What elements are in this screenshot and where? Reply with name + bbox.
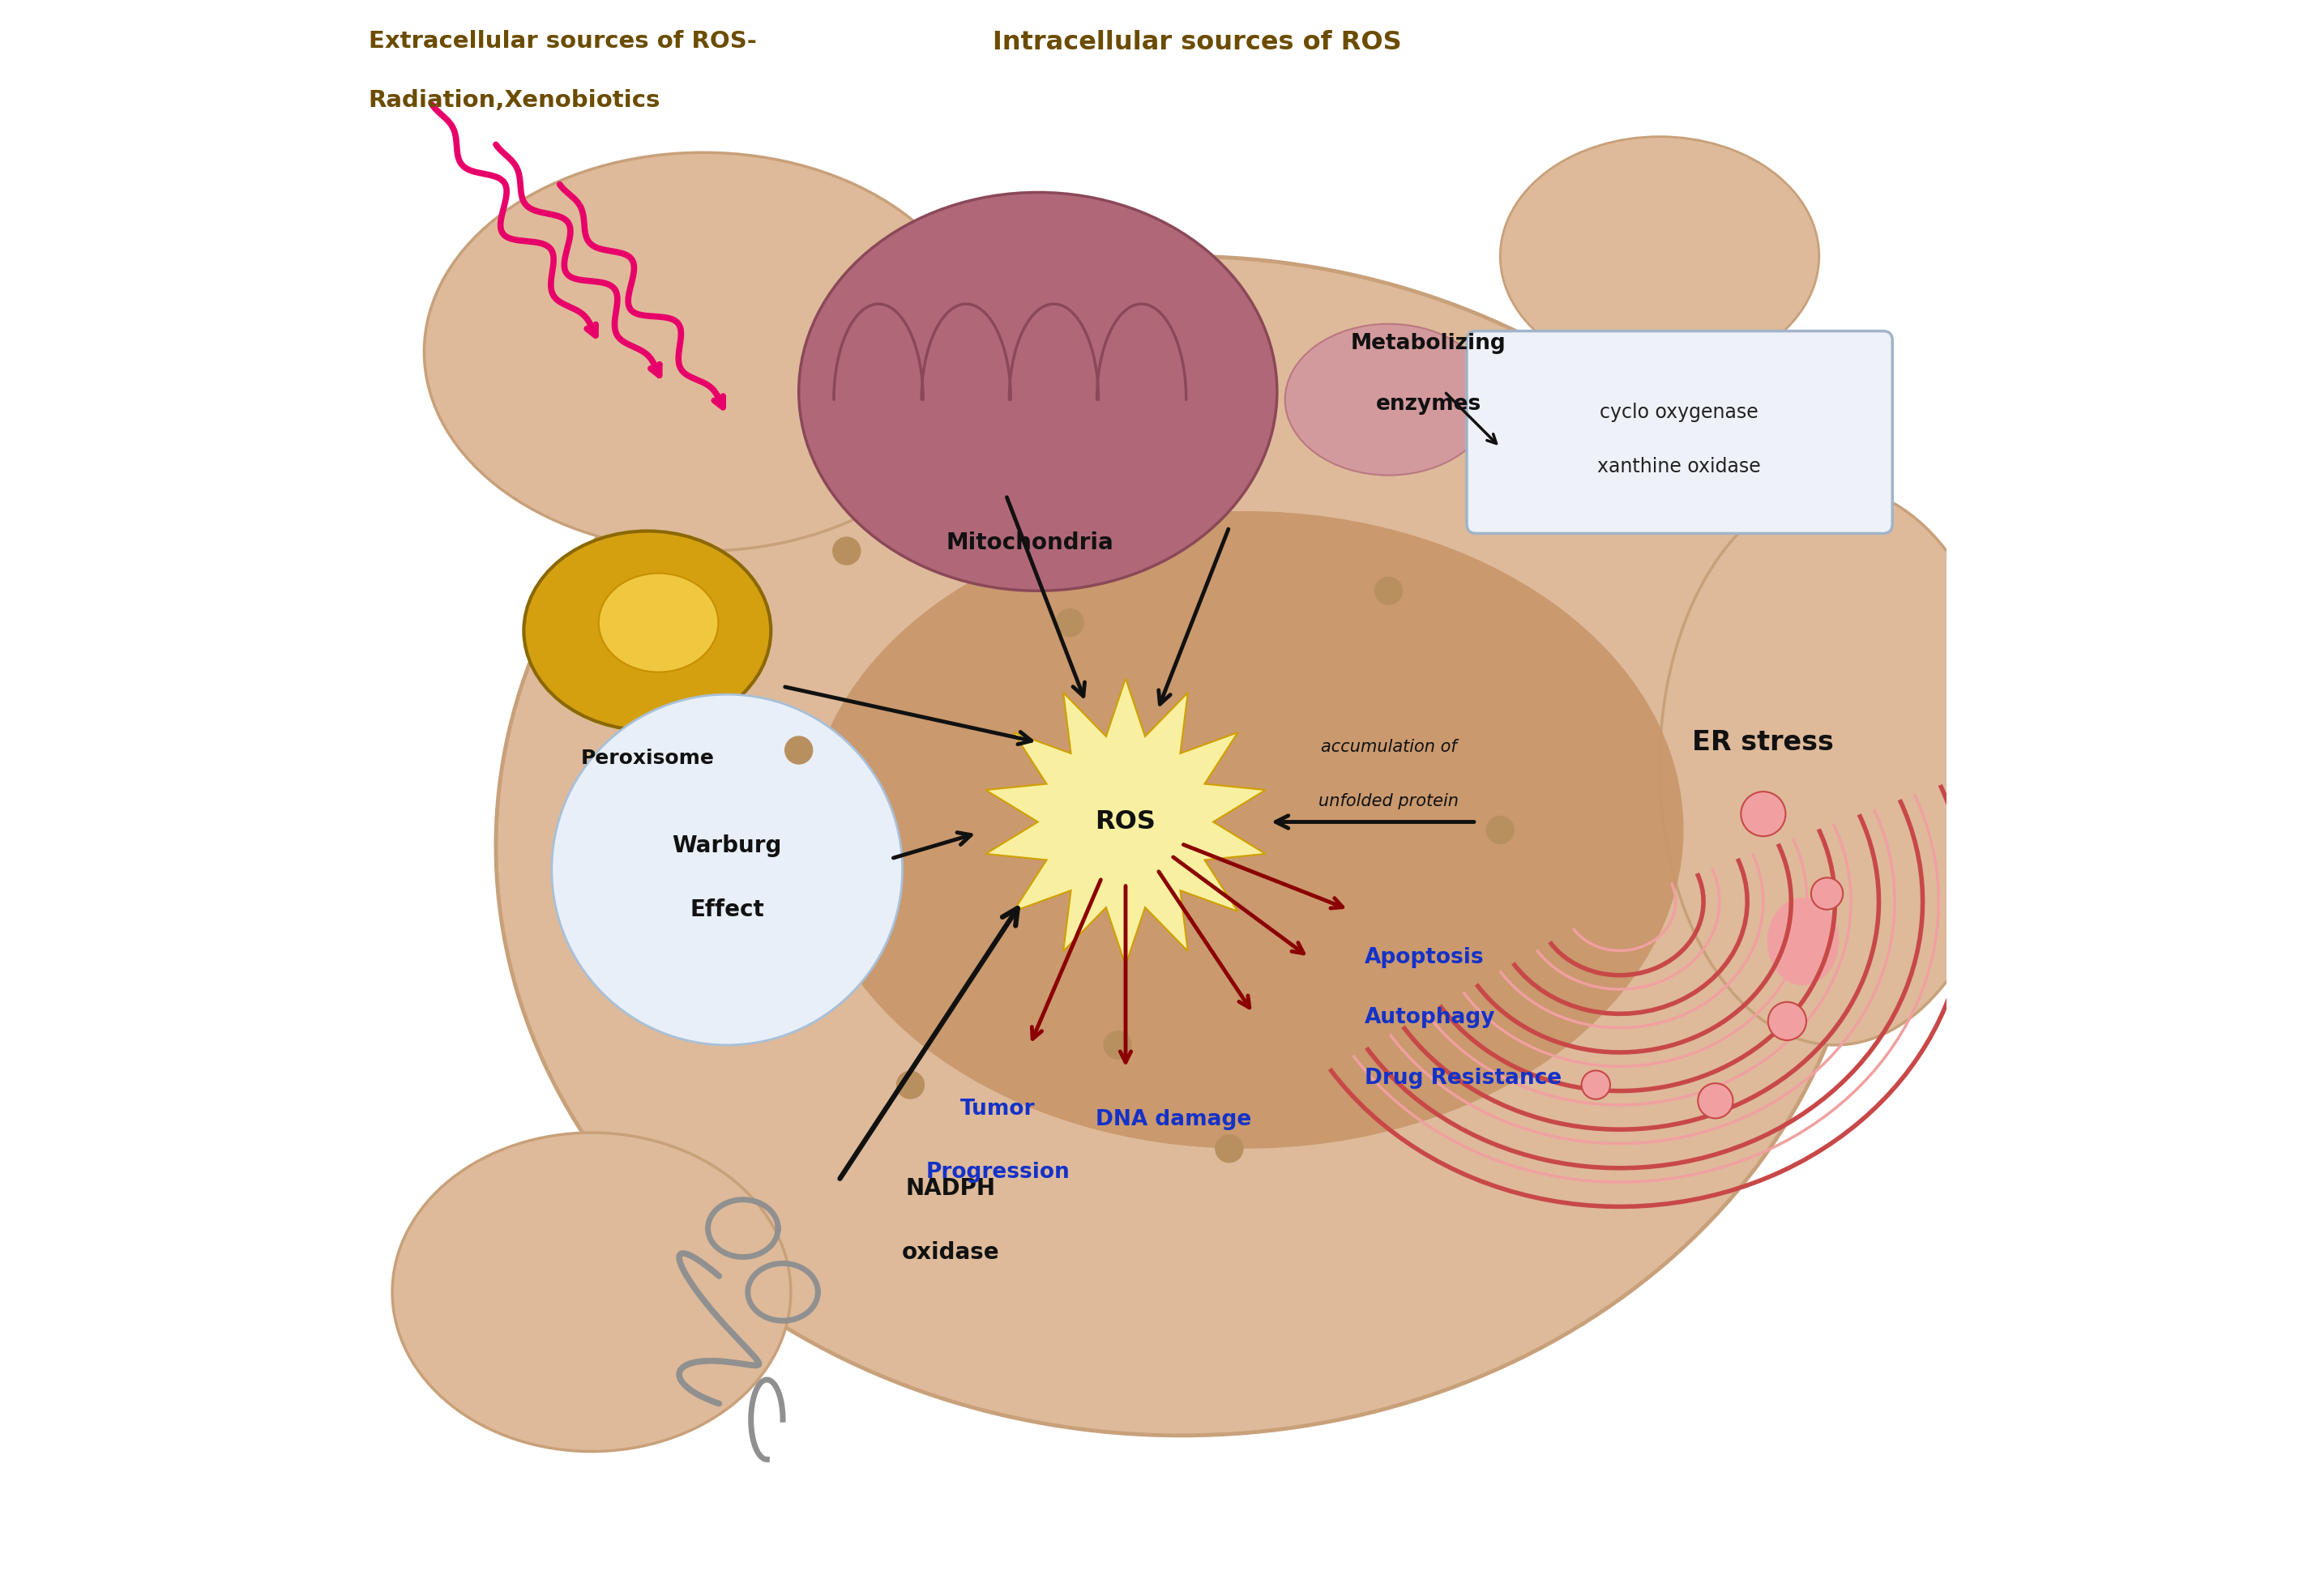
Circle shape	[1485, 816, 1515, 844]
Text: Effect: Effect	[690, 899, 763, 921]
Circle shape	[552, 694, 904, 1045]
Circle shape	[1699, 1084, 1733, 1119]
Circle shape	[832, 536, 860, 565]
Ellipse shape	[1501, 137, 1819, 375]
Text: Tumor: Tumor	[961, 1098, 1035, 1119]
Ellipse shape	[524, 531, 770, 731]
Circle shape	[784, 736, 814, 764]
FancyBboxPatch shape	[1467, 330, 1892, 533]
Text: Intracellular sources of ROS: Intracellular sources of ROS	[993, 30, 1402, 54]
Circle shape	[1055, 608, 1085, 637]
Text: DNA damage: DNA damage	[1097, 1109, 1251, 1130]
Ellipse shape	[497, 255, 1867, 1435]
Text: Radiation,Xenobiotics: Radiation,Xenobiotics	[368, 89, 660, 112]
Text: Apoptosis: Apoptosis	[1366, 946, 1485, 967]
Text: accumulation of: accumulation of	[1320, 739, 1458, 755]
Circle shape	[1214, 1135, 1244, 1163]
Text: Drug Resistance: Drug Resistance	[1366, 1068, 1561, 1088]
Circle shape	[1768, 1002, 1807, 1041]
Ellipse shape	[393, 1133, 791, 1451]
Text: NADPH: NADPH	[906, 1178, 995, 1200]
Circle shape	[1740, 792, 1786, 836]
Ellipse shape	[1285, 324, 1492, 476]
Text: ROS: ROS	[1094, 809, 1156, 835]
Ellipse shape	[1660, 487, 2009, 1045]
Text: Autophagy: Autophagy	[1366, 1007, 1497, 1028]
Text: Extracellular sources of ROS-: Extracellular sources of ROS-	[368, 30, 756, 53]
Text: unfolded protein: unfolded protein	[1320, 793, 1460, 809]
Text: Warburg: Warburg	[671, 835, 782, 857]
Ellipse shape	[1768, 897, 1839, 985]
Ellipse shape	[798, 193, 1276, 591]
Text: ER stress: ER stress	[1692, 729, 1835, 755]
Text: Mitochondria: Mitochondria	[947, 531, 1113, 554]
Circle shape	[1375, 576, 1402, 605]
Circle shape	[897, 1071, 924, 1100]
Polygon shape	[986, 678, 1264, 966]
Text: enzymes: enzymes	[1375, 394, 1481, 415]
Text: Peroxisome: Peroxisome	[582, 749, 715, 768]
Ellipse shape	[807, 511, 1683, 1149]
Text: Metabolizing: Metabolizing	[1352, 334, 1506, 354]
Text: cyclo oxygenase: cyclo oxygenase	[1600, 402, 1759, 421]
Text: Progression: Progression	[926, 1162, 1069, 1183]
Text: xanthine oxidase: xanthine oxidase	[1598, 456, 1761, 476]
Circle shape	[1104, 1031, 1131, 1060]
Circle shape	[1582, 1071, 1609, 1100]
Circle shape	[1812, 878, 1844, 910]
Text: oxidase: oxidase	[901, 1240, 1000, 1264]
Ellipse shape	[598, 573, 717, 672]
Ellipse shape	[423, 153, 982, 551]
